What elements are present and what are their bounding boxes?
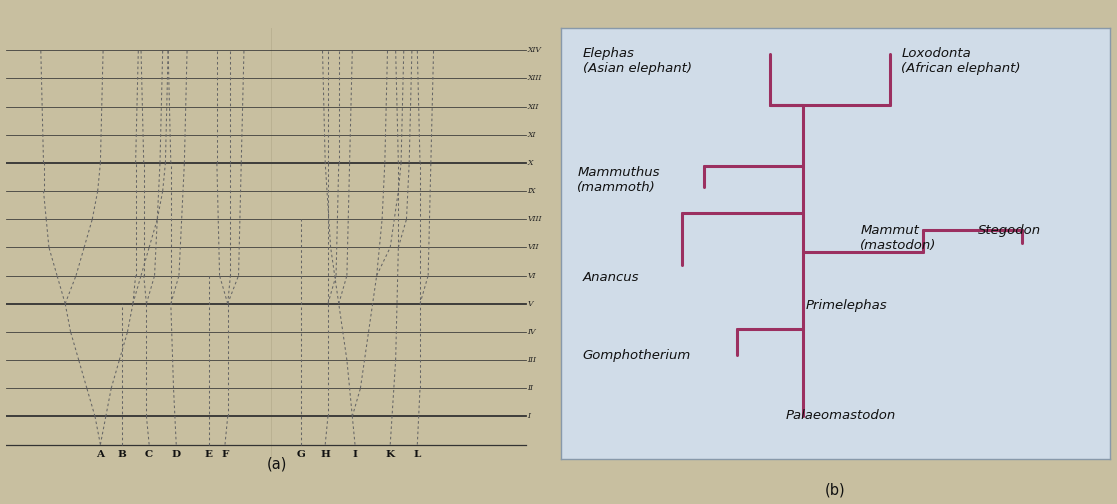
Text: Mammut
(mastodon): Mammut (mastodon) — [860, 224, 937, 252]
Text: I: I — [353, 450, 357, 459]
Text: Elephas
(Asian elephant): Elephas (Asian elephant) — [583, 47, 691, 75]
Text: XIII: XIII — [527, 75, 542, 83]
Text: IV: IV — [527, 328, 536, 336]
Text: XIV: XIV — [527, 46, 541, 54]
Text: Anancus: Anancus — [583, 271, 639, 284]
Text: IX: IX — [527, 187, 536, 195]
Text: Mammuthus
(mammoth): Mammuthus (mammoth) — [577, 166, 660, 194]
Text: F: F — [221, 450, 229, 459]
Text: V: V — [527, 300, 533, 308]
Text: K: K — [385, 450, 394, 459]
Text: H: H — [321, 450, 331, 459]
Text: Gomphotherium: Gomphotherium — [583, 349, 691, 362]
Text: III: III — [527, 356, 536, 364]
Text: (a): (a) — [266, 457, 287, 471]
Text: VI: VI — [527, 272, 536, 280]
Text: I: I — [527, 412, 531, 420]
Text: D: D — [172, 450, 181, 459]
Text: II: II — [527, 384, 533, 392]
Text: L: L — [413, 450, 421, 459]
Text: Loxodonta
(African elephant): Loxodonta (African elephant) — [901, 47, 1021, 75]
Text: VIII: VIII — [527, 215, 542, 223]
Text: XII: XII — [527, 103, 538, 110]
Text: X: X — [527, 159, 533, 167]
Text: XI: XI — [527, 131, 536, 139]
Text: B: B — [117, 450, 126, 459]
Text: A: A — [96, 450, 104, 459]
Text: (b): (b) — [825, 482, 846, 497]
Text: VII: VII — [527, 243, 538, 251]
Text: Stegodon: Stegodon — [978, 224, 1041, 237]
Text: E: E — [204, 450, 212, 459]
Text: C: C — [145, 450, 153, 459]
Text: Primelephas: Primelephas — [805, 299, 887, 312]
Text: Palaeomastodon: Palaeomastodon — [786, 409, 896, 422]
Text: G: G — [296, 450, 305, 459]
